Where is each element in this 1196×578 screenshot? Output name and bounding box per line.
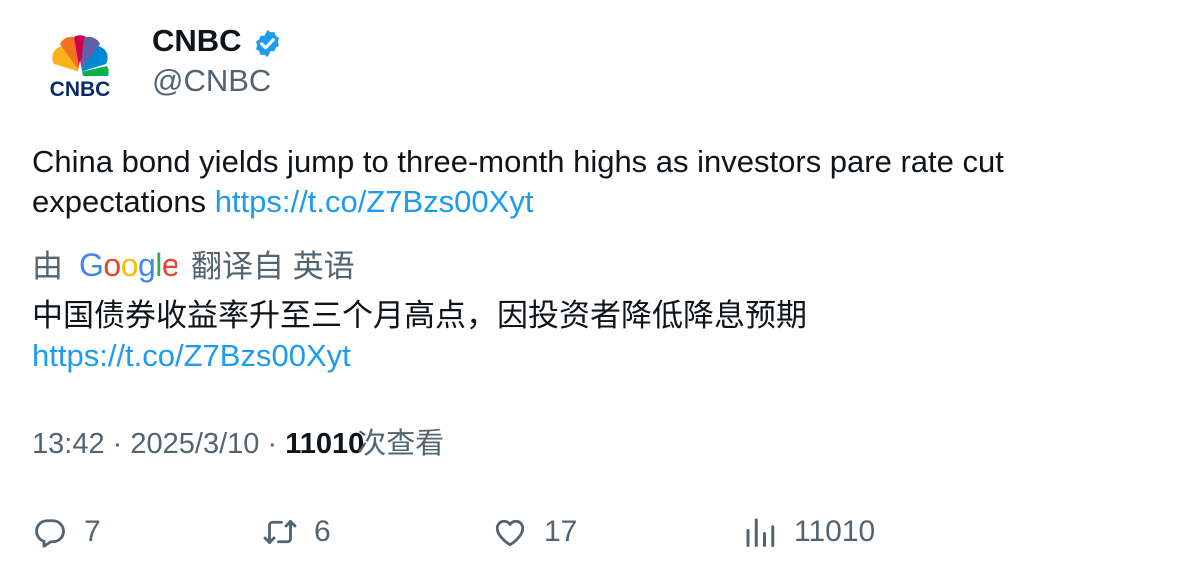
tweet-link[interactable]: https://t.co/Z7Bzs00Xyt (214, 184, 534, 219)
tweet-time[interactable]: 13:42 (32, 428, 105, 460)
avatar[interactable]: CNBC (32, 26, 128, 122)
author-handle[interactable]: @CNBC (152, 63, 272, 98)
reply-count: 7 (84, 515, 101, 548)
views-action-count: 11010 (794, 515, 876, 548)
svg-text:Google: Google (79, 249, 177, 283)
google-logo-icon[interactable]: Google (79, 249, 177, 283)
translation-source-label: 翻译自 英语 (191, 249, 355, 284)
tweet-meta: 13:42 · 2025/3/10 · 11010次查看 (32, 424, 444, 464)
translated-body: 中国债券收益率升至三个月高点，因投资者降低降息预期 (32, 298, 807, 333)
like-count: 17 (544, 515, 578, 548)
bar-chart-icon (746, 518, 775, 547)
retweet-icon (263, 520, 297, 544)
verified-badge-icon (256, 29, 279, 58)
views-count: 11010 (285, 428, 365, 460)
retweet-count: 6 (314, 515, 331, 548)
heart-icon (495, 519, 525, 547)
translation-attribution: 由 Google 翻译自 英语 (32, 247, 355, 287)
cnbc-logo-icon: CNBC (50, 35, 111, 101)
meta-separator: · (267, 428, 278, 460)
author-display-name[interactable]: CNBC (152, 23, 242, 58)
tweet-text: China bond yields jump to three-month hi… (32, 142, 1152, 222)
tweet-body: China bond yields jump to three-month hi… (32, 144, 1004, 219)
tweet-date[interactable]: 2025/3/10 (130, 428, 260, 460)
svg-text:CNBC: CNBC (50, 78, 111, 101)
translated-text: 中国债券收益率升至三个月高点，因投资者降低降息预期 https://t.co/Z… (32, 296, 1152, 376)
action-bar: 7 6 17 11010 (0, 508, 1196, 556)
views-button[interactable]: 11010 (742, 508, 875, 556)
retweet-button[interactable]: 6 (262, 508, 331, 556)
translation-by-label: 由 (32, 249, 63, 284)
like-button[interactable]: 17 (492, 508, 577, 556)
meta-separator: · (112, 428, 123, 460)
reply-button[interactable]: 7 (32, 508, 101, 556)
reply-icon (35, 519, 65, 548)
translated-link[interactable]: https://t.co/Z7Bzs00Xyt (32, 338, 351, 373)
views-label: 次查看 (357, 428, 445, 460)
